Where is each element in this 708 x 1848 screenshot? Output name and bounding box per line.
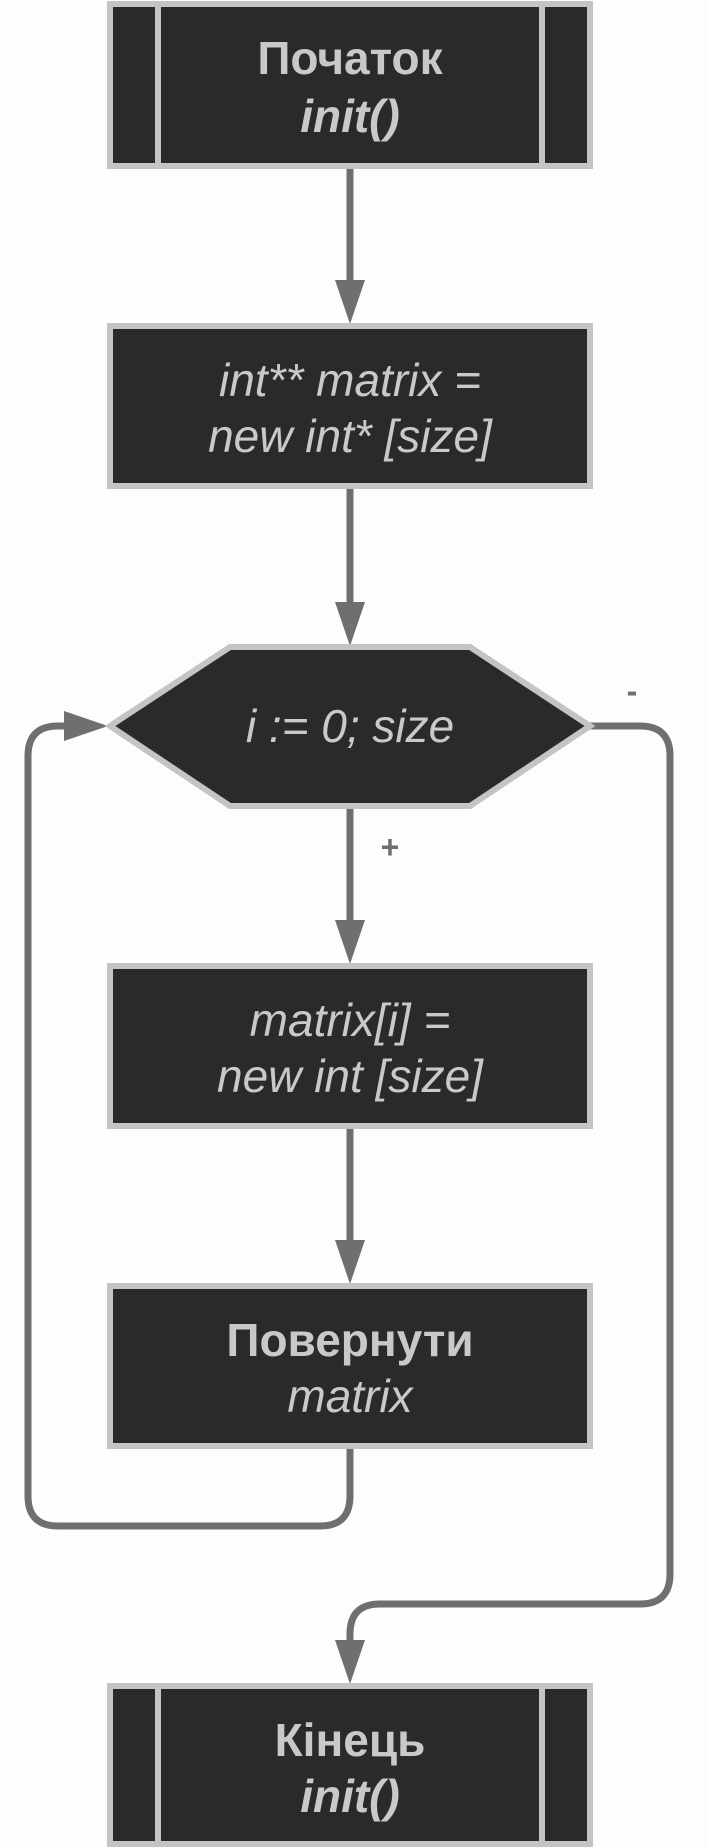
edge-loop-to-end bbox=[346, 722, 674, 1640]
ret-box bbox=[107, 1283, 593, 1449]
node-row: matrix[i] = new int [size] bbox=[107, 963, 593, 1129]
alloc-box bbox=[107, 323, 593, 489]
arrowhead-end bbox=[335, 1640, 365, 1684]
arrowhead-ret bbox=[335, 1240, 365, 1284]
arrowhead-loop bbox=[335, 602, 365, 646]
start-box bbox=[107, 1, 593, 169]
end-box bbox=[107, 1683, 593, 1847]
row-line-2: new int [size] bbox=[217, 1050, 484, 1102]
node-ret: Повернути matrix bbox=[107, 1283, 593, 1449]
row-box bbox=[107, 963, 593, 1129]
alloc-line-1: int** matrix = bbox=[219, 354, 481, 406]
arrowhead-row bbox=[335, 920, 365, 964]
arrowhead-loop-back bbox=[64, 711, 108, 741]
start-title: Початок bbox=[257, 32, 443, 84]
node-start: Початок init() bbox=[107, 1, 593, 169]
alloc-line-2: new int* [size] bbox=[208, 410, 493, 462]
row-line-1: matrix[i] = bbox=[250, 994, 451, 1046]
edge-label-false: - bbox=[627, 673, 638, 709]
loop-condition: i := 0; size bbox=[246, 700, 454, 752]
arrowhead-alloc bbox=[335, 280, 365, 324]
edges bbox=[24, 168, 674, 1640]
node-end: Кінець init() bbox=[107, 1683, 593, 1847]
ret-title: Повернути bbox=[226, 1314, 473, 1366]
end-function: init() bbox=[300, 1770, 400, 1822]
node-alloc: int** matrix = new int* [size] bbox=[107, 323, 593, 489]
loop-hexagon bbox=[104, 644, 596, 809]
end-title: Кінець bbox=[275, 1714, 426, 1766]
node-loop: i := 0; size bbox=[104, 644, 596, 809]
edge-ret-back-to-loop bbox=[24, 722, 354, 1530]
start-function: init() bbox=[300, 90, 400, 142]
ret-value: matrix bbox=[287, 1370, 414, 1422]
edge-label-true: + bbox=[381, 829, 400, 865]
arrowheads bbox=[64, 280, 365, 1684]
